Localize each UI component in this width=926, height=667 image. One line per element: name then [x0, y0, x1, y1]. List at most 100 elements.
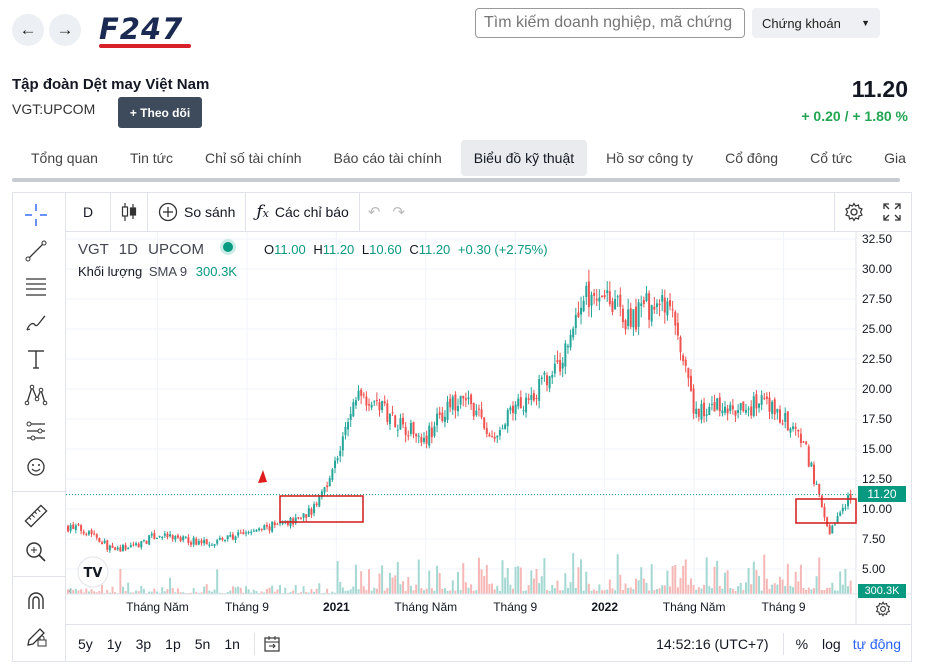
settings-button[interactable] [835, 202, 873, 222]
forward-button[interactable]: → [49, 14, 81, 46]
candle-body [273, 522, 276, 526]
measure-tool[interactable] [13, 498, 59, 534]
volume-bar [391, 577, 394, 594]
candle-body [190, 542, 193, 545]
candle-body [820, 495, 823, 508]
volume-bar [415, 584, 418, 594]
follow-button[interactable]: + Theo dõi [118, 97, 202, 128]
tab-more[interactable]: Gia [884, 150, 906, 166]
candle-body [127, 548, 130, 550]
redo-icon: ↷ [392, 204, 405, 221]
candle-body [192, 537, 195, 545]
axis-settings-button[interactable] [870, 599, 896, 619]
range-1d[interactable]: 1n [224, 635, 240, 652]
tab-news[interactable]: Tin tức [129, 150, 174, 166]
tab-overview[interactable]: Tổng quan [31, 150, 98, 166]
candle-body [661, 295, 664, 302]
emoji-tool[interactable] [13, 449, 59, 485]
candle-body [517, 398, 520, 407]
candle-body [404, 426, 407, 436]
range-3m[interactable]: 3p [135, 635, 152, 652]
range-5d[interactable]: 5n [194, 635, 211, 652]
candle-body [569, 334, 572, 348]
candle-body [302, 513, 305, 518]
trendline-tool[interactable] [13, 233, 59, 269]
magnet-tool[interactable] [13, 583, 59, 619]
range-5y[interactable]: 5y [78, 635, 93, 652]
interval-button[interactable]: D [82, 204, 94, 220]
log-scale-toggle[interactable]: log [822, 635, 841, 652]
candle-body [739, 403, 742, 411]
back-button[interactable]: ← [12, 14, 44, 46]
volume-bar [619, 574, 622, 594]
chart-type-button[interactable] [111, 202, 147, 222]
candle-body [616, 296, 619, 298]
volume-bar [284, 587, 287, 594]
zoom-tool[interactable] [13, 534, 59, 570]
volume-bar [357, 589, 360, 594]
candle-body [333, 460, 336, 469]
candle-body [784, 412, 787, 423]
candle-body [425, 435, 428, 444]
compare-button[interactable]: So sánh [148, 202, 245, 222]
candle-body [807, 446, 810, 467]
smiley-icon [27, 458, 45, 476]
pattern-tool[interactable] [13, 377, 59, 413]
tab-shareholders[interactable]: Cổ đông [725, 150, 779, 166]
volume-bar [810, 589, 813, 594]
search-input[interactable] [475, 8, 745, 38]
text-tool[interactable] [13, 341, 59, 377]
x-tick-label: Tháng Năm [663, 600, 726, 614]
candle-body [108, 545, 111, 551]
market-select[interactable]: Chứng khoán ▼ [752, 8, 880, 38]
price-axis[interactable]: 32.50 30.00 27.50 25.00 22.50 20.00 17.50 15.00… [855, 232, 911, 624]
collapse-chevron-icon[interactable]: ‹ [68, 586, 72, 597]
tab-dividends[interactable]: Cổ tức [810, 150, 853, 166]
candle-body [493, 436, 496, 439]
range-1m[interactable]: 1p [165, 635, 181, 652]
drawing-toolbar [13, 193, 66, 661]
candle-body [294, 517, 297, 524]
candle-body [464, 398, 467, 401]
volume-bar [210, 591, 213, 594]
volume-bar [744, 582, 747, 594]
candle-body [734, 410, 737, 416]
candles-icon [121, 203, 137, 221]
tradingview-logo[interactable]: TV [77, 556, 109, 588]
tab-technical-chart[interactable]: Biểu đồ kỹ thuật [460, 140, 588, 176]
percent-scale-toggle[interactable]: % [795, 635, 809, 652]
tabs-scrollbar[interactable] [12, 178, 900, 182]
lock-drawings-tool[interactable] [13, 619, 59, 655]
fullscreen-button[interactable] [873, 203, 911, 221]
undo-button[interactable]: ↶ [360, 203, 389, 221]
volume-bar [836, 590, 839, 594]
indicators-button[interactable]: ƒx Các chỉ báo [256, 202, 349, 222]
prediction-tool[interactable] [13, 413, 59, 449]
fib-tool[interactable] [13, 269, 59, 305]
volume-bar [467, 587, 470, 594]
volume-bar [663, 585, 666, 594]
volume-bar [689, 578, 692, 594]
volume-bar [553, 588, 556, 594]
candle-body [781, 423, 784, 425]
volume-bar [234, 587, 237, 594]
redo-button[interactable]: ↷ [388, 203, 409, 221]
time-axis[interactable]: Tháng Năm Tháng 9 2021 Tháng Năm Tháng 9 2022… [66, 593, 911, 614]
crosshair-tool[interactable] [13, 197, 59, 233]
auto-scale-toggle[interactable]: tự động [852, 635, 901, 652]
tab-company-profile[interactable]: Hồ sơ công ty [606, 150, 694, 166]
tab-financial-reports[interactable]: Báo cáo tài chính [333, 150, 442, 166]
candle-body [373, 401, 376, 403]
go-to-date-button[interactable] [263, 635, 281, 653]
volume-bar [127, 582, 130, 594]
tab-financial-ratios[interactable]: Chỉ số tài chính [205, 150, 302, 166]
candle-body [718, 397, 721, 412]
clock-timezone[interactable]: 14:52:16 (UTC+7) [656, 635, 769, 652]
volume-bar [213, 589, 216, 594]
candle-body [344, 426, 347, 436]
range-1y[interactable]: 1y [106, 635, 122, 652]
volume-bar [404, 590, 407, 594]
brush-tool[interactable] [13, 305, 59, 341]
price-chart[interactable]: 32.50 30.00 27.50 25.00 22.50 20.00 17.50 15.00… [66, 232, 911, 624]
logo[interactable]: F247 [99, 12, 191, 48]
